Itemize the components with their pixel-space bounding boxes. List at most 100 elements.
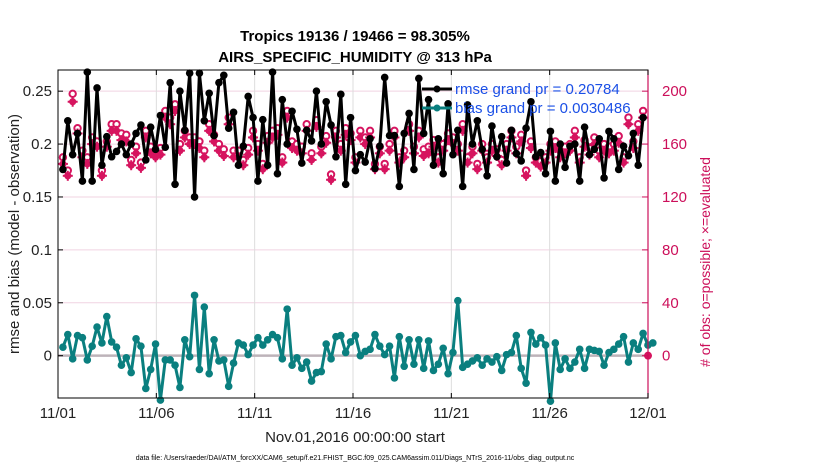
rmse-point [376,142,384,150]
y-axis-ticks: 0 0.05 0.1 0.15 0.2 0.25 [23,83,63,365]
bias-point [127,368,135,377]
legend-bias-marker [433,104,441,112]
bias-point [166,356,174,364]
rmse-point [444,100,452,108]
bias-point [156,396,165,404]
bias-point [614,340,623,348]
rmse-point [215,78,223,87]
bias-point [137,342,145,350]
bias-point [190,291,199,300]
obs-evaluated-marker [62,170,73,181]
rmse-point [341,180,350,189]
bias-point [298,364,306,373]
rmse-point [229,108,238,117]
bias-point [600,361,608,370]
bias-point [527,328,535,337]
obs-evaluated-marker [623,119,634,130]
bias-point [395,332,404,341]
rmse-point [141,156,150,164]
rmse-point [307,137,316,145]
rmse-point [449,150,457,159]
rmse-point [268,68,277,76]
bias-point [439,344,447,353]
rmse-point [156,111,165,120]
x-tick-label: 11/16 [335,405,371,422]
rmse-point [454,126,462,135]
rmse-point [346,113,355,122]
obs-evaluated-marker [199,152,210,163]
rmse-point [259,115,267,124]
bias-point [371,330,379,339]
rmse-series [59,68,647,201]
bias-point [488,358,496,366]
bias-point [376,342,384,350]
rmse-point [512,149,521,158]
rmse-point [590,145,599,154]
rmse-point [317,140,326,148]
bias-point [283,305,291,313]
rmse-point [239,142,248,150]
bias-point [449,348,457,357]
bias-point [181,336,189,344]
rmse-point [561,163,569,172]
rmse-point [263,161,272,170]
rmse-point [624,151,633,160]
y-right-tick-label: 40 [662,295,679,312]
rmse-point [507,126,516,135]
rmse-point [151,145,160,154]
bias-point [366,345,374,354]
legend-rmse-label: rmse grand pr = 0.20784 [455,81,620,98]
rmse-point [234,161,243,170]
rmse-point [634,161,643,170]
bias-point [107,338,116,346]
rmse-point [146,123,155,131]
rmse-point [351,166,360,175]
rmse-point [546,127,555,136]
rmse-point [556,140,565,148]
rmse-point [176,87,184,95]
rmse-point [205,89,213,98]
bias-point [117,361,126,370]
x-tick-label: 11/01 [40,405,76,422]
bias-point [146,365,155,374]
rmse-point [249,113,257,122]
y-tick-label: 0.05 [23,295,52,312]
rmse-point [161,143,170,152]
bias-point [59,343,67,352]
rmse-point [200,116,209,125]
rmse-point [434,134,443,143]
y-tick-label: 0 [44,348,52,365]
bias-line [61,293,654,403]
rmse-point [429,161,438,170]
bias-point [434,360,443,368]
bias-point [78,333,87,342]
rmse-point [405,109,413,118]
bias-point [122,353,131,362]
bias-point [507,348,516,357]
obs-evaluated-marker [243,149,254,160]
rmse-point [610,134,618,143]
y-tick-label: 0.25 [23,83,52,100]
bias-point [259,341,267,349]
bias-point [273,333,282,342]
rmse-point [224,124,233,132]
bias-point [346,338,355,346]
rmse-point [293,125,301,134]
rmse-point [83,68,92,76]
x-axis-ticks: 11/01 11/06 11/11 11/16 11/21 11/26 12/01 [40,70,667,422]
bias-point [263,336,272,344]
rmse-point [181,126,189,135]
rmse-point [78,177,87,185]
bias-point [385,342,394,350]
rmse-point [415,74,423,83]
rmse-point [629,129,638,138]
bias-point [317,367,326,376]
bias-point [610,345,618,354]
bias-point [380,350,389,359]
data-file-footnote: data file: /Users/raeder/DAI/ATM_forcXX/… [136,455,575,462]
bias-point [341,348,350,357]
y-right-tick-label: 0 [662,348,670,365]
bias-point [293,353,301,362]
x-tick-label: 11/21 [433,405,469,422]
bias-point [512,331,521,340]
